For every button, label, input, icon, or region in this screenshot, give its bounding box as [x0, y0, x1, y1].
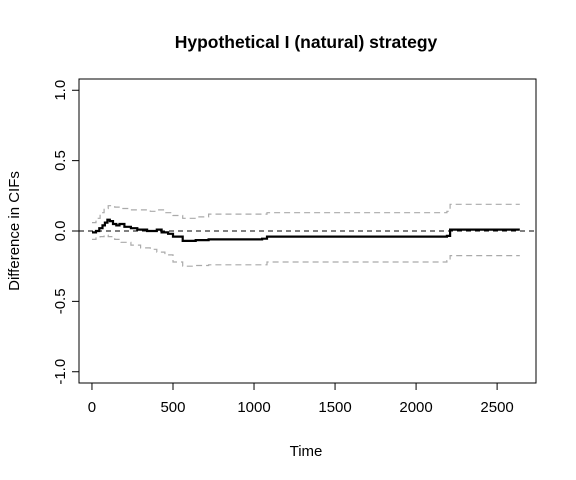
chart-title: Hypothetical I (natural) strategy	[175, 32, 438, 52]
x-tick-label: 1500	[318, 399, 351, 416]
y-axis-title: Difference in CIFs	[6, 171, 23, 291]
x-tick-label: 0	[88, 399, 96, 416]
lower-confidence-line	[92, 234, 520, 267]
x-axis-title: Time	[290, 443, 323, 460]
y-tick-label: 0.5	[52, 150, 69, 171]
y-tick-label: -0.5	[52, 288, 69, 314]
y-tick-label: 0.0	[52, 221, 69, 242]
y-axis: -1.0 -0.5 0.0 0.5 1.0	[52, 80, 80, 385]
cif-difference-line	[92, 218, 520, 242]
x-tick-label: 500	[160, 399, 185, 416]
y-tick-label: 1.0	[52, 80, 69, 101]
upper-confidence-line	[92, 203, 520, 224]
x-tick-label: 2000	[399, 399, 432, 416]
x-axis: 0 500 1000 1500 2000 2500	[88, 382, 514, 416]
x-tick-label: 2500	[480, 399, 513, 416]
y-tick-label: -1.0	[52, 359, 69, 385]
confidence-band-layer	[92, 203, 520, 267]
x-tick-label: 1000	[237, 399, 270, 416]
estimate-layer	[92, 218, 520, 242]
